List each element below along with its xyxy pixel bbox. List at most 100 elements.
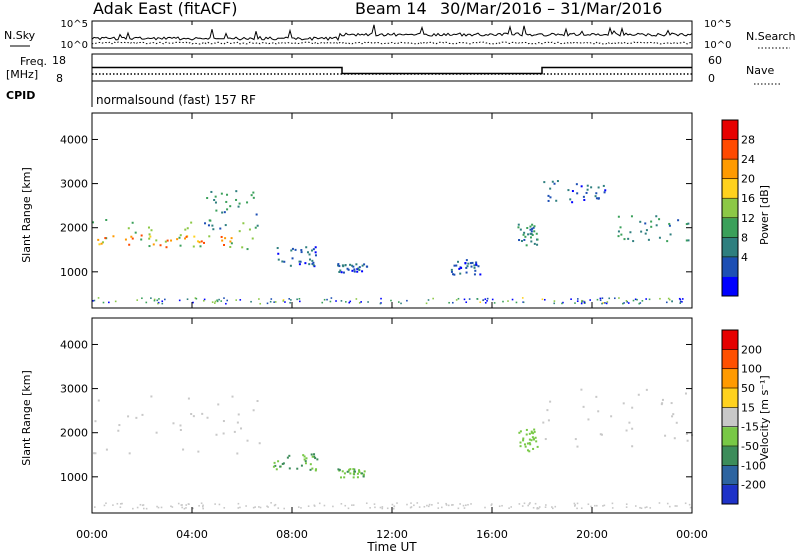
velocity-cell	[528, 438, 531, 441]
speckle	[573, 502, 576, 505]
power-cell	[685, 239, 688, 242]
speckle	[158, 298, 160, 300]
speckle	[684, 502, 687, 505]
velocity-cell	[542, 421, 545, 424]
power-cell	[305, 246, 308, 249]
power-cell	[450, 268, 453, 271]
power-cell	[256, 224, 259, 227]
power-cell	[460, 266, 463, 269]
colorbar-cell	[722, 484, 738, 505]
velocity-cell	[522, 439, 525, 442]
speckle	[457, 507, 460, 510]
power-cell	[208, 219, 211, 222]
power-cell	[523, 231, 526, 234]
power-cell	[356, 268, 359, 271]
speckle	[665, 301, 668, 304]
power-cell	[252, 196, 255, 199]
nsky-trace	[91, 24, 693, 45]
velocity-cell	[645, 388, 648, 391]
power-cell	[352, 265, 355, 268]
speckle	[132, 507, 134, 510]
power-cell	[338, 265, 341, 268]
speckle	[323, 504, 326, 507]
power-cell	[531, 233, 534, 236]
power-cell	[547, 194, 550, 197]
power-cell	[455, 264, 458, 267]
velocity-cell	[525, 428, 528, 431]
y-tick-label: 3000	[60, 178, 88, 191]
speckle	[202, 507, 204, 510]
speckle	[470, 503, 472, 505]
speckle	[323, 298, 326, 301]
speckle	[181, 506, 183, 509]
power-cell	[155, 239, 158, 242]
power-cell	[620, 233, 623, 236]
power-cell	[148, 245, 151, 248]
power-cell	[254, 226, 257, 229]
speckle	[602, 505, 604, 507]
power-cell	[252, 191, 255, 194]
colorbar-cell	[722, 388, 738, 408]
velocity-cell	[349, 468, 352, 471]
speckle	[645, 506, 648, 508]
speckle	[468, 298, 471, 300]
velocity-cell	[356, 472, 359, 475]
power-cell	[655, 224, 658, 227]
speckle	[358, 302, 361, 304]
speckle	[534, 502, 537, 505]
power-cell	[170, 239, 173, 242]
speckle	[606, 301, 609, 303]
speckle	[510, 506, 513, 508]
speckle	[330, 297, 333, 299]
power-cell	[522, 233, 525, 236]
velocity-cell	[117, 429, 120, 432]
velocity-cell	[352, 476, 355, 479]
x-tick-label: 00:00	[76, 528, 108, 541]
power-cell	[458, 267, 461, 270]
colorbar-cell	[722, 446, 738, 466]
velocity-cell	[522, 437, 525, 440]
velocity-cell	[311, 455, 314, 458]
power-cell	[164, 240, 167, 243]
speckle	[379, 506, 382, 509]
speckle	[300, 507, 302, 509]
speckle	[274, 301, 277, 303]
colorbar-cell	[722, 139, 738, 160]
power-cell	[450, 270, 453, 273]
speckle	[283, 507, 285, 510]
velocity-cell	[535, 440, 538, 443]
power-cell	[289, 264, 292, 267]
speckle	[270, 298, 273, 300]
power-cell	[571, 190, 574, 193]
power-cell	[340, 271, 343, 274]
speckle	[153, 298, 156, 301]
velocity-cell	[206, 416, 209, 419]
speckle	[198, 504, 200, 507]
speckle	[659, 297, 661, 300]
nsearch-tick-top: 10^5	[704, 19, 731, 30]
velocity-cell	[315, 468, 318, 471]
power-cbar-label: Power [dB]	[758, 185, 771, 245]
power-cell	[179, 244, 182, 247]
power-cell	[355, 263, 358, 266]
speckle	[551, 507, 554, 510]
power-cell	[230, 237, 233, 240]
power-cell	[543, 181, 546, 184]
power-cell	[124, 238, 127, 241]
speckle	[431, 504, 433, 506]
power-cell	[349, 263, 352, 266]
time-axis: 00:00 04:00 08:00 12:00 16:00 20:00 00:00	[76, 21, 708, 541]
velocity-cell	[530, 430, 533, 433]
speckle	[581, 299, 583, 302]
velocity-cell	[533, 428, 536, 431]
speckle	[587, 503, 590, 506]
velocity-cell	[182, 448, 185, 451]
speckle	[119, 506, 122, 509]
speckle	[604, 302, 606, 304]
power-cell	[358, 266, 361, 269]
power-cell	[148, 237, 151, 240]
velocity-cell	[258, 442, 261, 445]
velocity-cell	[93, 452, 96, 455]
power-cell	[101, 241, 104, 244]
velocity-cell	[314, 469, 317, 472]
